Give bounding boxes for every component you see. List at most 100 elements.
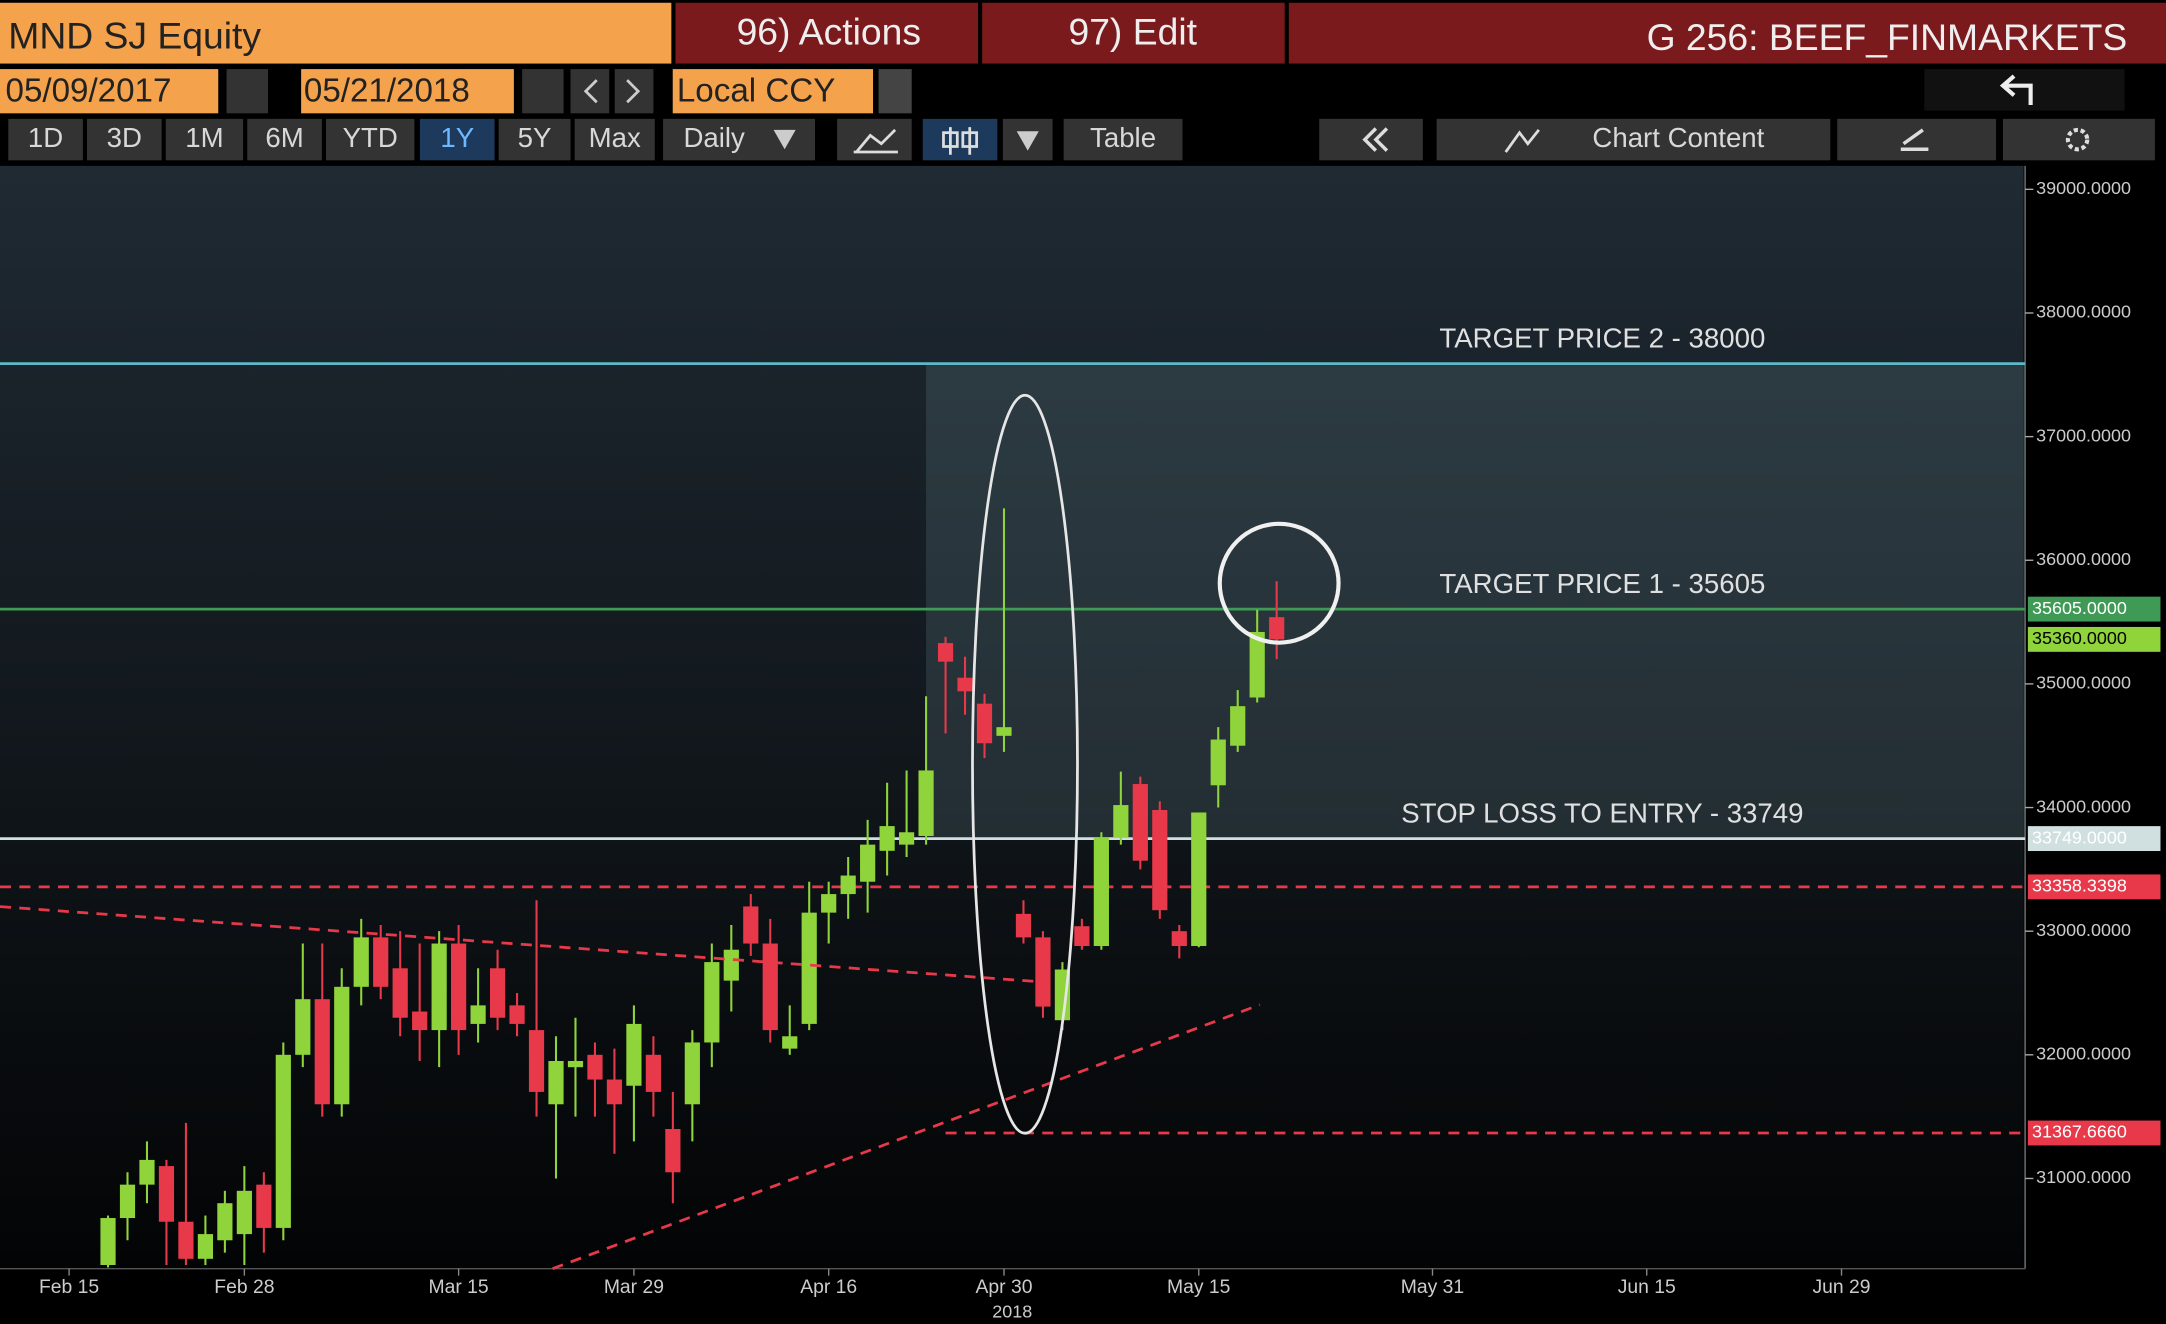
highlight-ellipse bbox=[971, 393, 1079, 1135]
range-label: YTD bbox=[343, 122, 398, 153]
candle-body bbox=[392, 968, 408, 1018]
chart-content-button[interactable] bbox=[1436, 118, 1831, 161]
back-button[interactable] bbox=[1924, 69, 2125, 111]
x-tick-label: May 15 bbox=[1167, 1276, 1230, 1298]
candle-body bbox=[178, 1221, 194, 1259]
level-annotation: STOP LOSS TO ENTRY - 33749 bbox=[1401, 797, 1803, 828]
table-label: Table bbox=[1090, 122, 1156, 153]
candle-body bbox=[431, 943, 447, 1031]
x-tick-label: Jun 29 bbox=[1812, 1276, 1870, 1298]
candle-body bbox=[412, 1011, 428, 1031]
candle-body bbox=[314, 999, 330, 1105]
prev-button[interactable] bbox=[570, 69, 610, 114]
candle-body bbox=[373, 937, 389, 987]
collapse-button[interactable] bbox=[1319, 118, 1423, 161]
last-price-tag bbox=[2027, 626, 2161, 652]
y-tick-label: 34000.0000 bbox=[2036, 796, 2131, 816]
start-date: 05/09/2017 bbox=[6, 72, 172, 109]
candle-body bbox=[451, 943, 467, 1031]
annotate-button[interactable] bbox=[1837, 118, 1997, 161]
level-tag-label: 31367.6660 bbox=[2032, 1122, 2127, 1142]
candle-body bbox=[1113, 805, 1129, 838]
y-tick-label: 36000.0000 bbox=[2036, 549, 2131, 569]
range-button[interactable] bbox=[498, 118, 571, 161]
x-tick-label: Feb 15 bbox=[39, 1276, 99, 1298]
level-tag-label: 35605.0000 bbox=[2032, 598, 2127, 618]
dropdown-arrow bbox=[1016, 131, 1039, 151]
candle-body bbox=[626, 1023, 642, 1086]
level-annotation: TARGET PRICE 1 - 35605 bbox=[1439, 568, 1765, 599]
range-label: 1Y bbox=[440, 122, 474, 153]
candle-body bbox=[1191, 812, 1207, 947]
range-button[interactable] bbox=[87, 118, 162, 161]
currency-box[interactable] bbox=[672, 69, 874, 114]
y-tick-label: 33000.0000 bbox=[2036, 920, 2131, 940]
range-button[interactable] bbox=[165, 118, 244, 161]
level-tag bbox=[2027, 826, 2161, 852]
next-button[interactable] bbox=[614, 69, 654, 114]
candle-body bbox=[723, 949, 739, 981]
chart: 31000.0000 32000.0000 33000.0000 34000.0000… bbox=[0, 178, 2161, 1322]
level-tag-label: 33358.3398 bbox=[2032, 876, 2127, 896]
candle-body bbox=[860, 844, 876, 882]
edit-menu[interactable] bbox=[982, 2, 1285, 64]
candle-body bbox=[996, 727, 1012, 736]
annotate-icon bbox=[1900, 128, 1929, 151]
candle-body bbox=[139, 1159, 155, 1185]
calendar-button[interactable] bbox=[522, 69, 564, 114]
candle-body bbox=[217, 1203, 233, 1241]
chart-content-label: Chart Content bbox=[1592, 122, 1764, 153]
candle-body bbox=[567, 1061, 584, 1068]
range-label: 1D bbox=[28, 122, 63, 153]
arrows bbox=[583, 79, 641, 104]
chart-content-icon bbox=[1504, 129, 1540, 153]
table-button[interactable] bbox=[1063, 118, 1183, 161]
candle-body bbox=[158, 1166, 175, 1222]
range-button[interactable] bbox=[247, 118, 322, 161]
currency: Local CCY bbox=[677, 72, 835, 109]
candle-body bbox=[645, 1054, 661, 1092]
actions-label: 96) Actions bbox=[737, 10, 921, 52]
dropdown-arrow bbox=[773, 129, 796, 150]
start-date-box[interactable] bbox=[0, 69, 219, 114]
candle-body bbox=[100, 1218, 116, 1266]
candle-body bbox=[197, 1234, 214, 1259]
range-label: 3D bbox=[107, 122, 142, 153]
candle-body bbox=[1074, 926, 1090, 947]
y-tick-label: 38000.0000 bbox=[2036, 302, 2131, 322]
ticker-box[interactable] bbox=[0, 2, 672, 64]
x-tick-label: Feb 28 bbox=[214, 1276, 274, 1298]
range-button-active[interactable] bbox=[419, 118, 495, 161]
level-tag bbox=[2027, 874, 2161, 900]
candle-body bbox=[899, 832, 915, 845]
y-tick-label: 32000.0000 bbox=[2036, 1044, 2131, 1064]
frequency: Daily bbox=[683, 122, 745, 153]
x-tick-label: Apr 30 bbox=[976, 1276, 1033, 1298]
candle-body bbox=[1249, 631, 1265, 698]
end-date-box[interactable] bbox=[301, 69, 514, 114]
candle-body bbox=[1210, 739, 1226, 786]
x-tick-label: Jun 15 bbox=[1618, 1276, 1676, 1298]
candle-body bbox=[548, 1061, 564, 1105]
candle-body bbox=[918, 770, 934, 836]
calendar-button[interactable] bbox=[226, 69, 268, 114]
candle-body bbox=[840, 875, 856, 895]
candle-button[interactable] bbox=[922, 118, 998, 161]
candle-body bbox=[353, 937, 369, 987]
candle-body bbox=[879, 826, 895, 851]
level-tag-label: 33749.0000 bbox=[2032, 827, 2127, 847]
candle-body bbox=[665, 1129, 681, 1173]
candle-body bbox=[275, 1054, 291, 1228]
candle-body bbox=[801, 912, 817, 1024]
settings-button[interactable] bbox=[2002, 118, 2155, 161]
x-tick-label: May 31 bbox=[1401, 1276, 1464, 1298]
range-button[interactable] bbox=[8, 118, 83, 161]
currency-dropdown[interactable] bbox=[878, 69, 912, 114]
range-button[interactable] bbox=[326, 118, 415, 161]
range-button[interactable] bbox=[574, 118, 655, 161]
level-tag bbox=[2027, 596, 2161, 622]
actions-menu[interactable] bbox=[675, 2, 979, 64]
candle-body bbox=[1152, 810, 1168, 911]
